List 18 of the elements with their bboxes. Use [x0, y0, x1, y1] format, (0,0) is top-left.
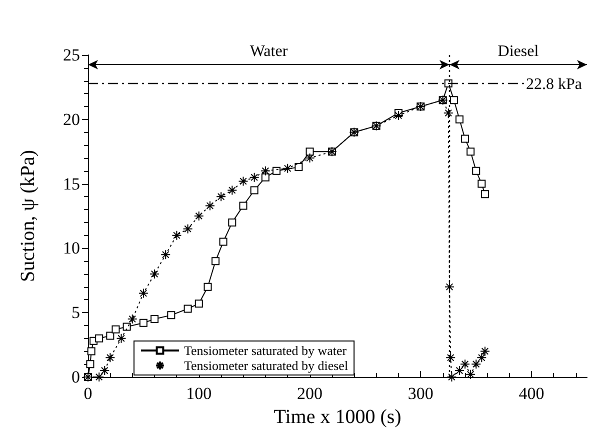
y-tick-label: 25: [63, 46, 80, 64]
legend-label: Tensiometer saturated by water: [184, 343, 348, 358]
x-tick-label: 100: [186, 384, 212, 403]
x-tick-label: 400: [518, 384, 544, 403]
ref-line-label: 22.8 kPa: [526, 76, 582, 93]
y-tick-label: 5: [72, 303, 80, 322]
x-axis-title: Time x 1000 (s): [274, 406, 402, 428]
annotation: Water: [250, 43, 288, 60]
x-tick-label: 0: [84, 384, 92, 403]
x-tick-label: 300: [408, 384, 434, 403]
legend-label: Tensiometer saturated by diesel: [184, 358, 348, 373]
y-axis-title: Suction, ψ (kPa): [17, 150, 39, 282]
y-tick-label: 10: [63, 238, 80, 258]
x-tick-label: 200: [297, 384, 323, 403]
y-tick-label: 0: [72, 368, 80, 386]
annotation: Diesel: [498, 43, 540, 60]
y-tick-label: 20: [63, 110, 80, 129]
y-tick-label: 15: [63, 174, 80, 194]
